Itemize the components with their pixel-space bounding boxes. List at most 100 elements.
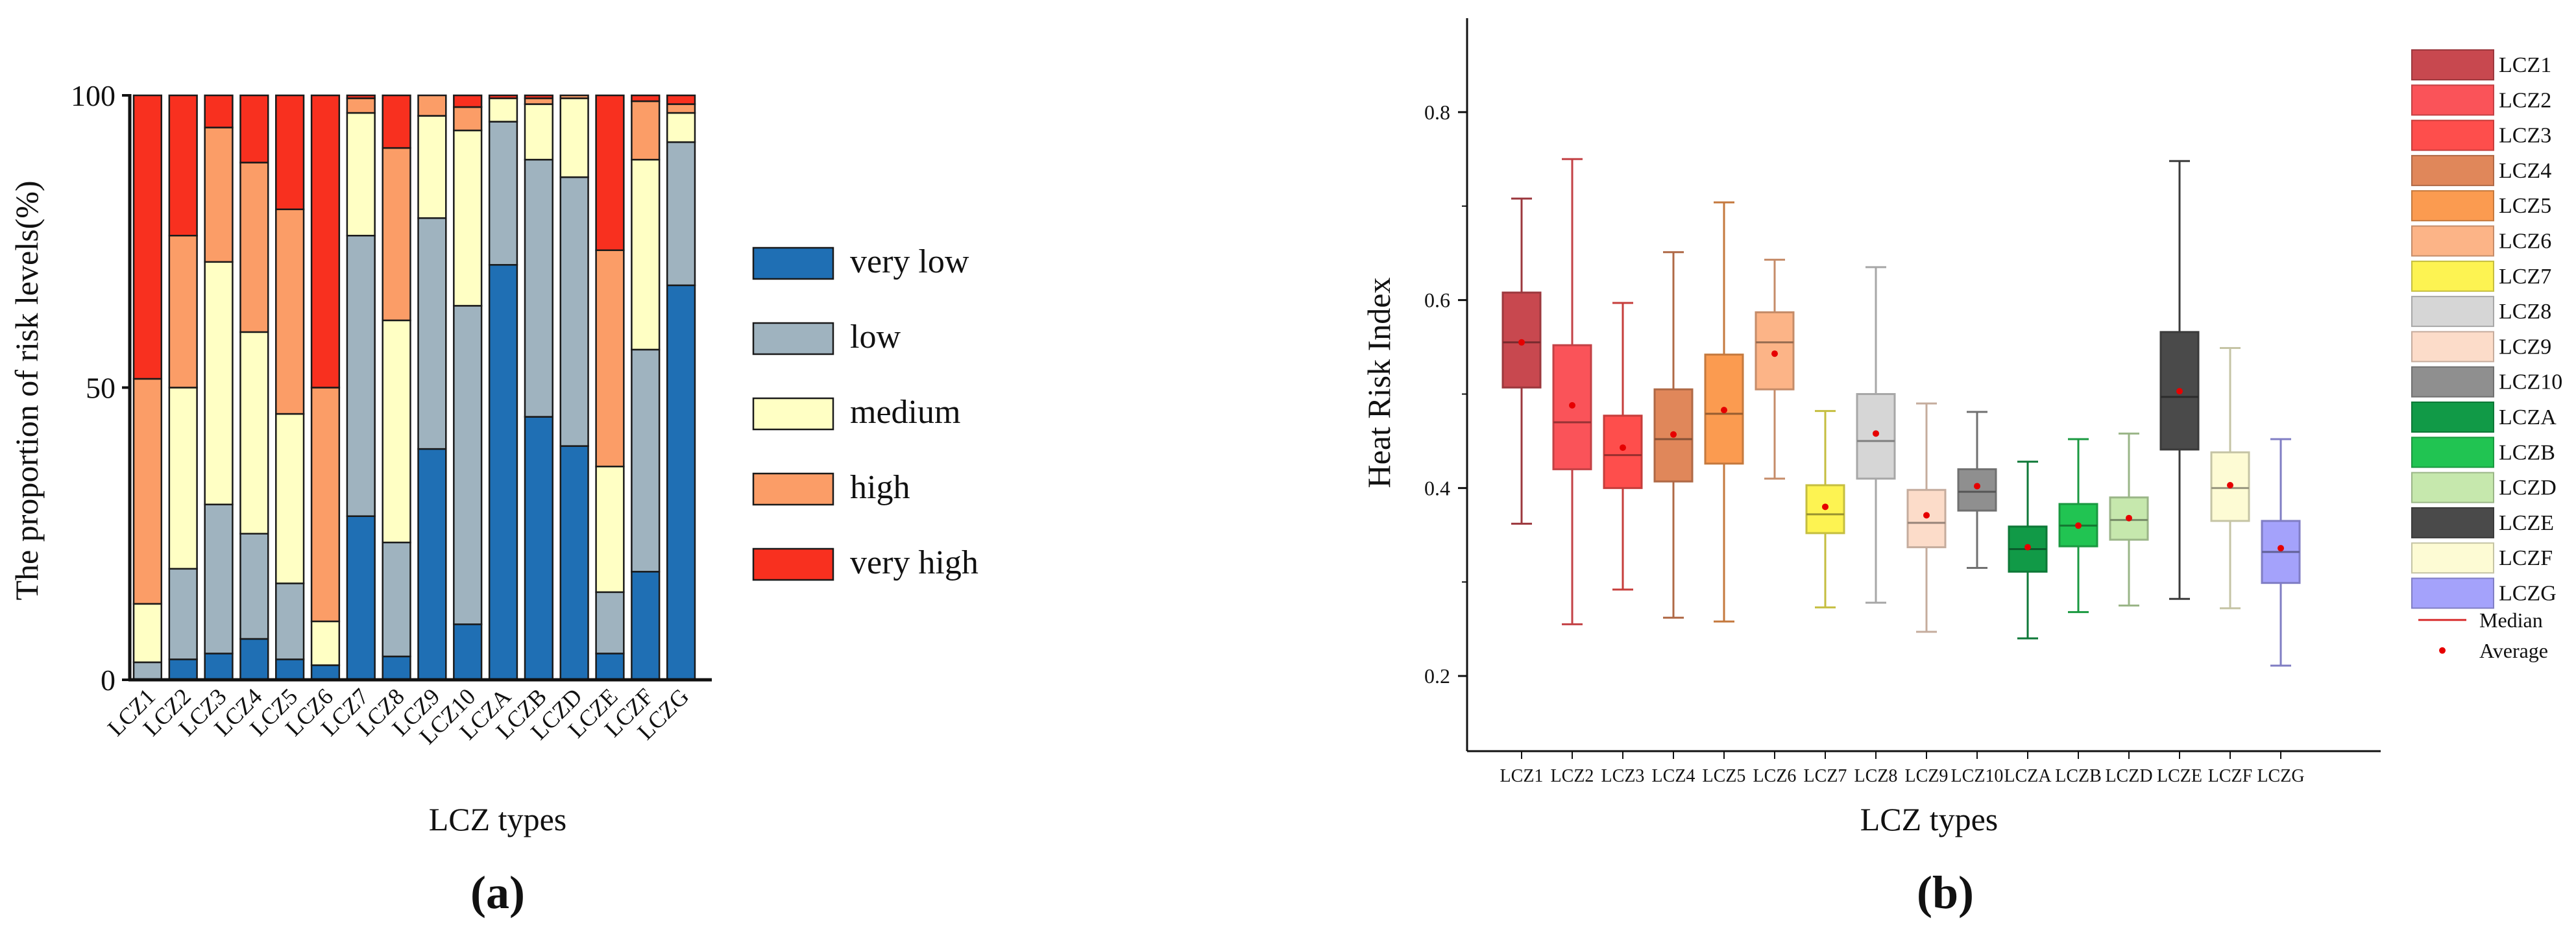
x-tick-label: LCZ8 <box>1854 766 1898 786</box>
bar-segment <box>453 305 483 625</box>
bar-segment <box>346 515 376 681</box>
a-panel-label: (a) <box>470 867 525 919</box>
bar-segment <box>666 103 696 114</box>
legend-swatch <box>2411 472 2494 503</box>
x-tick-label: LCZA <box>2004 766 2052 786</box>
mean-marker <box>1873 430 1879 437</box>
legend-swatch <box>2411 119 2494 151</box>
bar-segment <box>417 217 447 450</box>
box <box>1501 291 1542 389</box>
bar-segment <box>631 94 661 102</box>
bar-segment <box>168 387 198 570</box>
bar-segment <box>346 94 376 99</box>
bar-segment <box>453 129 483 307</box>
legend-swatch <box>2411 190 2494 222</box>
bar-segment <box>595 249 625 468</box>
bar-segment <box>204 126 234 263</box>
a-x-axis-label: LCZ types <box>429 801 566 837</box>
bar-segment <box>524 94 553 99</box>
bar-segment <box>204 261 234 505</box>
bar-segment <box>275 94 305 210</box>
bar-segment <box>346 112 376 237</box>
panel-b-box-plot: Heat Risk Index LCZ types (b) LCZ1 LCZ2 LC… <box>1361 18 2562 919</box>
legend-label: LCZB <box>2499 440 2555 464</box>
bar-segment <box>239 94 269 163</box>
bar-segment <box>204 503 234 655</box>
bar-segment <box>417 448 447 681</box>
legend-label: LCZF <box>2499 546 2553 570</box>
legend-label: LCZ5 <box>2499 194 2551 218</box>
legend-swatch <box>2411 260 2494 292</box>
x-tick-label: LCZG <box>2257 766 2304 786</box>
bar-segment <box>417 115 447 219</box>
mean-marker <box>2278 545 2284 552</box>
x-tick-label: LCZ5 <box>1703 766 1746 786</box>
legend-swatch <box>752 322 834 355</box>
mean-marker <box>1974 483 1980 490</box>
y-tick-label: 0 <box>101 664 115 697</box>
legend-label: LCZA <box>2499 405 2557 429</box>
legend-swatch <box>752 472 834 506</box>
bar-segment <box>132 94 163 380</box>
mean-marker <box>1822 503 1829 511</box>
legend-label: LCZ9 <box>2499 335 2551 359</box>
bar-segment <box>524 158 553 418</box>
mean-marker <box>2176 388 2183 395</box>
bar-segment <box>275 583 305 660</box>
box <box>1957 468 1997 512</box>
bar-segment <box>453 623 483 681</box>
y-tick-label: 0.2 <box>1424 664 1450 688</box>
legend-swatch <box>2411 437 2494 468</box>
bar-segment <box>310 94 341 389</box>
x-tick-label: LCZ6 <box>1753 766 1797 786</box>
legend-swatch <box>2411 225 2494 257</box>
bar-segment <box>631 100 661 161</box>
bar-segment <box>524 103 553 161</box>
bar-segment <box>310 620 341 666</box>
bar-segment <box>666 141 696 287</box>
bar-segment <box>559 94 589 99</box>
x-tick-label: LCZ10 <box>1951 766 2004 786</box>
legend-label: LCZG <box>2499 582 2557 606</box>
bar-segment <box>666 94 696 105</box>
bar-segment <box>168 658 198 681</box>
x-tick-label: LCZ1 <box>1500 766 1544 786</box>
bar-segment <box>417 94 447 117</box>
y-tick-label: 0.6 <box>1424 289 1450 312</box>
bar-segment <box>168 94 198 237</box>
legend-label: LCZ7 <box>2499 265 2551 289</box>
bar-segment <box>382 147 411 322</box>
mean-marker <box>1721 407 1727 414</box>
bar-segment <box>559 97 589 178</box>
bar-segment <box>631 348 661 573</box>
bar-segment <box>631 571 661 681</box>
b-panel-label: (b) <box>1917 867 1974 919</box>
bar-segment <box>346 97 376 114</box>
a-y-axis-label: The proportion of risk levels(%) <box>8 180 45 600</box>
bar-segment <box>239 638 269 681</box>
bar-segment <box>559 176 589 447</box>
mean-marker <box>1923 512 1930 519</box>
bar-segment <box>239 533 269 640</box>
legend-swatch <box>2411 331 2494 363</box>
bar-segment <box>275 658 305 681</box>
bar-segment <box>666 112 696 143</box>
legend-label: LCZ8 <box>2499 300 2551 324</box>
legend-label: LCZD <box>2499 476 2557 500</box>
legend-swatch <box>2411 366 2494 398</box>
mean-marker <box>1518 339 1525 346</box>
legend-label: LCZ4 <box>2499 159 2551 183</box>
mean-marker <box>1771 350 1778 357</box>
bar-segment <box>524 97 553 105</box>
mean-marker <box>2126 514 2132 522</box>
legend-swatch <box>2411 577 2494 609</box>
legend-average-marker <box>2439 647 2446 654</box>
bar-segment <box>239 162 269 333</box>
bar-segment <box>595 465 625 594</box>
x-tick-label: LCZF <box>2208 766 2252 786</box>
legend-swatch <box>2411 507 2494 538</box>
legend-swatch <box>2411 84 2494 116</box>
bar-segment <box>595 653 625 681</box>
bar-segment <box>168 568 198 660</box>
